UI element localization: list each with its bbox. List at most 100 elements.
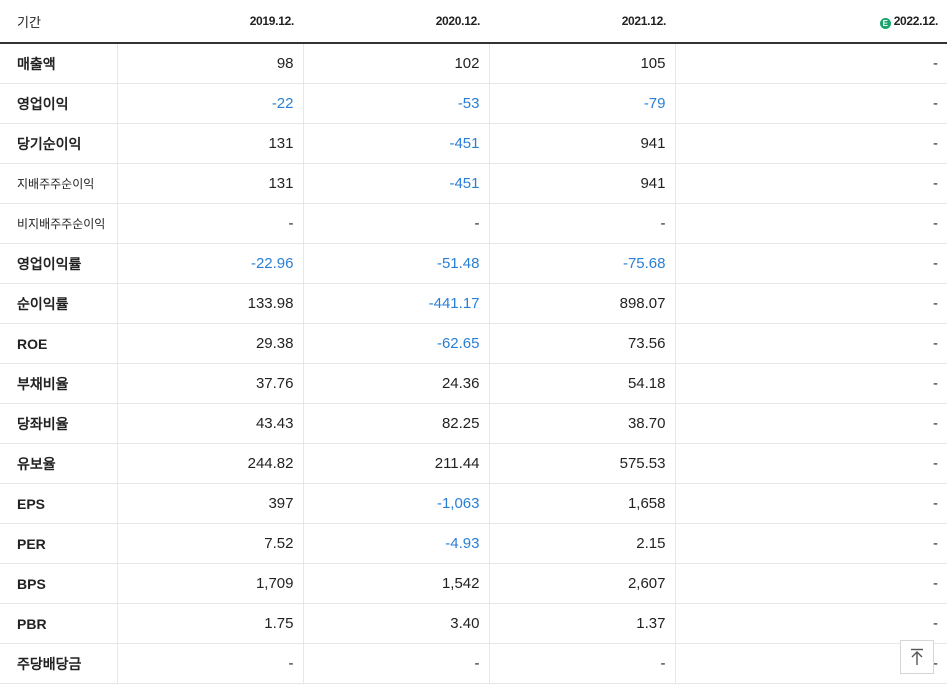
table-row: 부채비율 37.76 24.36 54.18-: [0, 363, 947, 404]
table-cell: -22: [116, 83, 303, 124]
table-cell: 131: [116, 123, 303, 164]
table-cell: 24.36: [302, 363, 489, 404]
scroll-to-top-button[interactable]: [900, 640, 934, 674]
row-label: 당기순이익: [0, 123, 117, 164]
table-cell: -: [674, 483, 947, 524]
year-header-2021: 2021.12.: [489, 0, 675, 44]
row-label: 영업이익률: [0, 243, 117, 284]
table-cell: -: [488, 203, 675, 244]
table-row: 당좌비율 43.43 82.25 38.70-: [0, 403, 947, 444]
period-header: 기간: [0, 0, 117, 44]
arrow-up-to-top-icon: [911, 648, 923, 665]
row-label: PBR: [0, 603, 117, 644]
table-cell: 3.40: [302, 603, 489, 644]
table-cell: 82.25: [302, 403, 489, 444]
table-cell: 73.56: [488, 323, 675, 364]
row-label: PER: [0, 523, 117, 564]
table-cell: 131: [116, 163, 303, 204]
row-label: 매출액: [0, 43, 117, 84]
table-cell: -: [674, 523, 947, 564]
table-cell: 54.18: [488, 363, 675, 404]
row-label: 영업이익: [0, 83, 117, 124]
table-cell: -: [116, 643, 303, 684]
row-label: 비지배주주순이익: [0, 203, 117, 244]
table-cell: 1,542: [302, 563, 489, 604]
table-cell: -79: [488, 83, 675, 124]
table-row: 당기순이익 131 -451 941-: [0, 123, 947, 164]
row-label: 부채비율: [0, 363, 117, 404]
table-cell: -53: [302, 83, 489, 124]
row-label: BPS: [0, 563, 117, 604]
table-row: 순이익률 133.98 -441.17 898.07-: [0, 283, 947, 324]
table-cell: 37.76: [116, 363, 303, 404]
table-cell: -: [674, 243, 947, 284]
table-cell: -: [674, 43, 947, 84]
table-cell: -: [302, 643, 489, 684]
table-cell: -451: [302, 123, 489, 164]
table-cell: 1.75: [116, 603, 303, 644]
table-cell: 102: [302, 43, 489, 84]
table-cell: -75.68: [488, 243, 675, 284]
table-cell: -: [302, 203, 489, 244]
table-cell: 1,709: [116, 563, 303, 604]
table-row: 매출액 98 102 105-: [0, 43, 947, 84]
row-label: 당좌비율: [0, 403, 117, 444]
table-cell: -: [674, 443, 947, 484]
table-cell: 7.52: [116, 523, 303, 564]
table-cell: -: [674, 363, 947, 404]
table-cell: -: [674, 283, 947, 324]
table-row: PBR 1.75 3.40 1.37-: [0, 603, 947, 644]
table-cell: 941: [488, 123, 675, 164]
table-row: PER 7.52 -4.93 2.15-: [0, 523, 947, 564]
table-cell: -4.93: [302, 523, 489, 564]
estimate-badge-icon: E: [879, 17, 891, 29]
row-label: ROE: [0, 323, 117, 364]
table-cell: -: [116, 203, 303, 244]
table-cell: -: [674, 403, 947, 444]
table-cell: 98: [116, 43, 303, 84]
table-cell: 1.37: [488, 603, 675, 644]
table-row: 주당배당금 - - - -: [0, 643, 947, 684]
table-cell: 133.98: [116, 283, 303, 324]
table-cell: -22.96: [116, 243, 303, 284]
table-row: ROE 29.38 -62.65 73.56-: [0, 323, 947, 364]
table-cell: 29.38: [116, 323, 303, 364]
table-cell: -51.48: [302, 243, 489, 284]
row-label: EPS: [0, 483, 117, 524]
row-label: 주당배당금: [0, 643, 117, 684]
table-cell: 105: [488, 43, 675, 84]
estimate-year-label: 2022.12.: [893, 13, 939, 28]
table-cell: 898.07: [488, 283, 675, 324]
table-cell: 38.70: [488, 403, 675, 444]
year-header-2020: 2020.12.: [303, 0, 489, 44]
table-cell: 1,658: [488, 483, 675, 524]
table-cell: 211.44: [302, 443, 489, 484]
table-cell: -451: [302, 163, 489, 204]
table-cell: -441.17: [302, 283, 489, 324]
table-cell: -: [488, 643, 675, 684]
table-row: 유보율 244.82 211.44 575.53-: [0, 443, 947, 484]
table-row: 지배주주순이익 131 -451 941-: [0, 163, 947, 204]
table-cell: -1,063: [302, 483, 489, 524]
row-label: 순이익률: [0, 283, 117, 324]
table-cell: 941: [488, 163, 675, 204]
table-cell: -62.65: [302, 323, 489, 364]
table-cell: 244.82: [116, 443, 303, 484]
table-cell: -: [674, 563, 947, 604]
table-cell: -: [674, 83, 947, 124]
table-cell: -: [674, 163, 947, 204]
table-cell: 2.15: [488, 523, 675, 564]
row-label: 지배주주순이익: [0, 163, 117, 204]
table-cell: 43.43: [116, 403, 303, 444]
table-row: BPS 1,709 1,542 2,607-: [0, 563, 947, 604]
table-header-row: 기간 2019.12. 2020.12. 2021.12. E 2022.12.: [0, 0, 947, 44]
table-row: 영업이익률 -22.96 -51.48 -75.68-: [0, 243, 947, 284]
table-row: EPS 397 -1,063 1,658-: [0, 483, 947, 524]
table-cell: 397: [116, 483, 303, 524]
table-cell: 575.53: [488, 443, 675, 484]
year-header-2022-estimate: E 2022.12.: [675, 0, 947, 44]
table-row: 영업이익 -22 -53 -79-: [0, 83, 947, 124]
table-cell: -: [674, 123, 947, 164]
table-cell: -: [674, 203, 947, 244]
